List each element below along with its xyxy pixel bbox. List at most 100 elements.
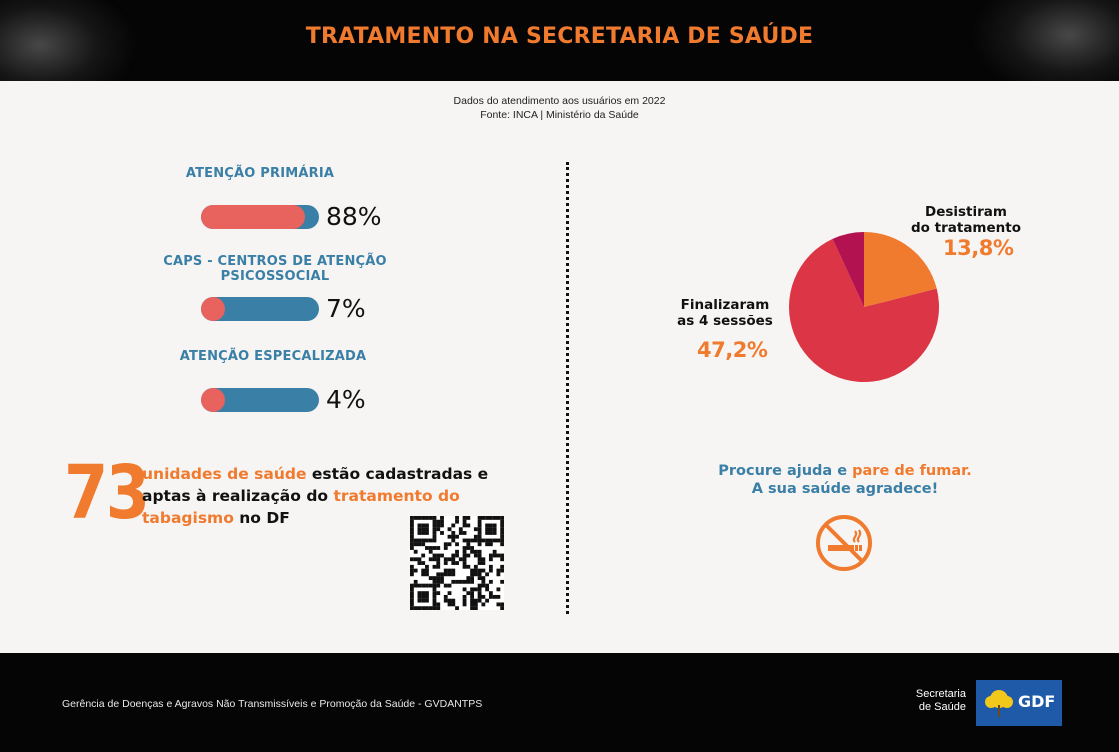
qr-module bbox=[421, 583, 426, 588]
qr-module bbox=[432, 576, 437, 580]
qr-module bbox=[500, 606, 504, 610]
qr-module bbox=[477, 542, 482, 547]
footer: Gerência de Doenças e Agravos Não Transm… bbox=[0, 653, 1119, 752]
stat-bar-fill-especializada bbox=[201, 388, 225, 412]
qr-module bbox=[436, 519, 441, 524]
qr-module bbox=[410, 598, 414, 603]
qr-module bbox=[425, 527, 429, 532]
stat-bar-fill-primaria bbox=[201, 205, 305, 229]
qr-module bbox=[488, 542, 493, 547]
help-line-1: Procure ajuda e pare de fumar. bbox=[700, 462, 990, 480]
qr-module bbox=[410, 531, 414, 535]
qr-module bbox=[470, 572, 474, 577]
qr-module bbox=[481, 516, 486, 520]
units-text-part-2: estão cadastradas e aptas à realização d… bbox=[142, 465, 489, 505]
qr-module bbox=[455, 561, 459, 565]
qr-module bbox=[470, 546, 474, 550]
qr-module bbox=[500, 602, 504, 607]
qr-module bbox=[485, 516, 490, 520]
qr-module bbox=[440, 519, 444, 524]
qr-module bbox=[443, 583, 448, 588]
qr-module bbox=[492, 516, 497, 520]
qr-module bbox=[410, 602, 414, 607]
units-count: 73 bbox=[64, 450, 150, 536]
qr-module bbox=[466, 538, 471, 543]
qr-module bbox=[440, 576, 444, 580]
qr-module bbox=[481, 594, 486, 599]
qr-module bbox=[500, 557, 504, 562]
qr-module bbox=[447, 534, 452, 539]
qr-module bbox=[492, 527, 497, 532]
qr-module bbox=[462, 587, 467, 592]
qr-module bbox=[410, 564, 414, 569]
qr-module bbox=[488, 594, 493, 599]
qr-module bbox=[443, 546, 448, 550]
qr-module bbox=[485, 572, 490, 577]
qr-module bbox=[417, 557, 422, 562]
qr-module bbox=[436, 553, 441, 558]
qr-module bbox=[481, 538, 486, 543]
qr-module bbox=[473, 534, 478, 539]
qr-module bbox=[473, 553, 478, 558]
pie-chart bbox=[789, 232, 939, 382]
qr-module bbox=[436, 583, 441, 588]
qr-module bbox=[477, 576, 482, 580]
qr-module bbox=[440, 516, 444, 520]
qr-module bbox=[410, 594, 414, 599]
qr-module bbox=[417, 542, 422, 547]
gdf-text: GDF bbox=[1018, 692, 1056, 711]
qr-module bbox=[413, 557, 418, 562]
qr-module bbox=[451, 557, 456, 562]
qr-module bbox=[447, 527, 452, 532]
qr-module bbox=[462, 557, 467, 562]
qr-module bbox=[432, 553, 437, 558]
qr-module bbox=[477, 583, 482, 588]
qr-module bbox=[473, 572, 478, 577]
qr-module bbox=[462, 553, 467, 558]
qr-module bbox=[443, 542, 448, 547]
qr-module bbox=[481, 561, 486, 565]
qr-module bbox=[413, 606, 418, 610]
qr-module bbox=[488, 527, 493, 532]
qr-module bbox=[481, 583, 486, 588]
qr-module bbox=[447, 542, 452, 547]
page-title: TRATAMENTO NA SECRETARIA DE SAÚDE bbox=[305, 24, 814, 49]
subtitle: Dados do atendimento aos usuários em 202… bbox=[0, 94, 1119, 122]
qr-module bbox=[417, 527, 422, 532]
qr-module bbox=[432, 564, 437, 569]
footer-secretaria-line-2: de Saúde bbox=[918, 701, 966, 713]
footer-secretaria-line-1: Secretaria bbox=[915, 688, 966, 700]
qr-module bbox=[421, 606, 426, 610]
qr-module bbox=[477, 591, 482, 596]
qr-module bbox=[451, 598, 456, 603]
qr-module bbox=[447, 557, 452, 562]
qr-module bbox=[425, 591, 429, 596]
qr-module bbox=[440, 579, 444, 584]
qr-module bbox=[470, 587, 474, 592]
qr-module bbox=[447, 591, 452, 596]
qr-module bbox=[462, 549, 467, 554]
qr-module bbox=[451, 568, 456, 573]
qr-module bbox=[432, 602, 437, 607]
qr-module bbox=[492, 538, 497, 543]
stat-label-especializada: ATENÇÃO ESPECALIZADA bbox=[179, 349, 367, 364]
qr-module bbox=[500, 553, 504, 558]
qr-module bbox=[447, 602, 452, 607]
qr-module bbox=[496, 538, 501, 543]
qr-module bbox=[436, 523, 441, 528]
qr-module bbox=[428, 516, 433, 520]
qr-code-icon[interactable] bbox=[410, 516, 504, 610]
qr-module bbox=[410, 583, 414, 588]
qr-module bbox=[410, 538, 414, 543]
qr-module bbox=[417, 594, 422, 599]
qr-module bbox=[466, 523, 471, 528]
qr-module bbox=[458, 557, 463, 562]
qr-module bbox=[455, 516, 459, 520]
qr-module bbox=[462, 523, 467, 528]
qr-module bbox=[470, 606, 474, 610]
qr-module bbox=[477, 534, 482, 539]
gdf-flower-logo-icon bbox=[985, 690, 1013, 717]
pie-slice-desistiram bbox=[864, 232, 937, 307]
qr-module bbox=[462, 564, 467, 569]
qr-module bbox=[443, 598, 448, 603]
